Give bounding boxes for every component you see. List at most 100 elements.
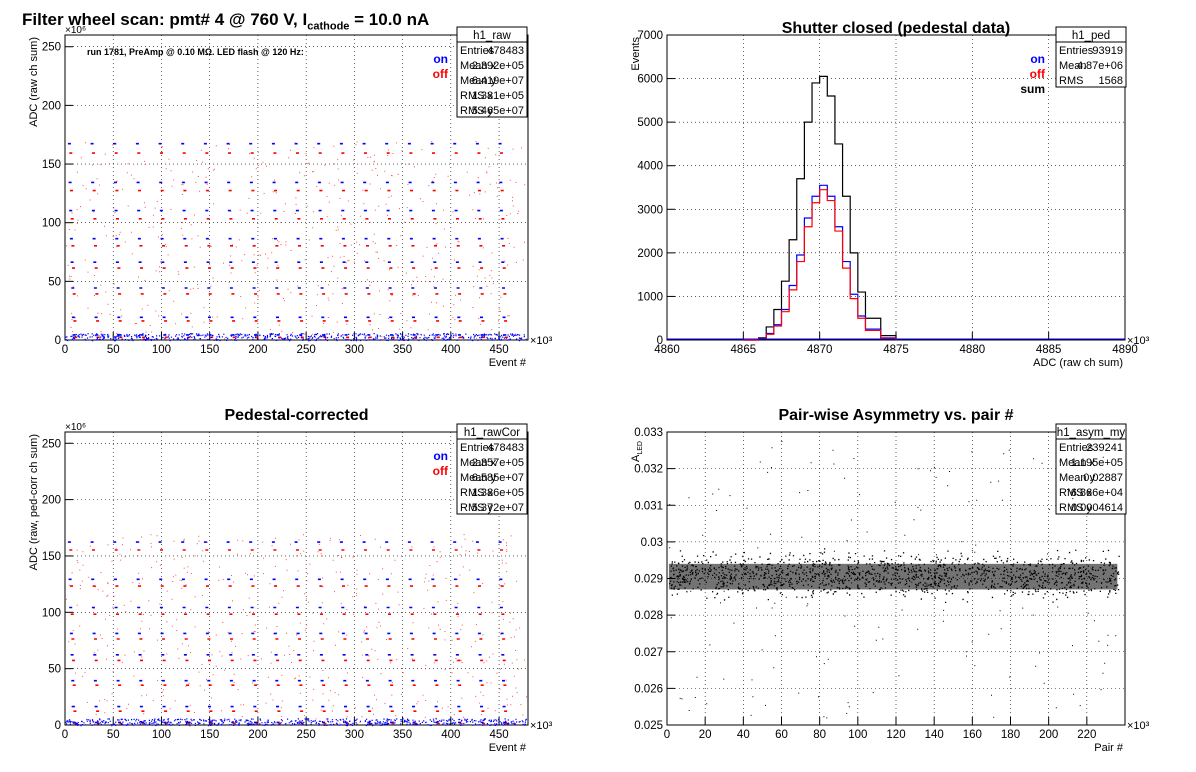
series-sum (743, 75, 897, 341)
x-tick-label: 100 (152, 344, 171, 356)
stats-label: RMS x (460, 487, 494, 499)
y-tick-label: 100 (42, 218, 61, 230)
stats-label: Mean y (460, 75, 497, 87)
x-tick-label: 150 (200, 729, 219, 741)
x-tick-label: 140 (925, 729, 944, 741)
x-exponent-label: ×10³ (1127, 335, 1150, 347)
y-tick-label: 1000 (637, 291, 663, 303)
y-tick-label: 0.032 (634, 464, 663, 476)
page-title-tail: = 10.0 nA (349, 10, 430, 29)
series-asym-band (668, 563, 1118, 590)
x-tick-label: 100 (152, 729, 171, 741)
page-title-main: Filter wheel scan: pmt# 4 @ 760 V, I (22, 10, 308, 29)
x-tick-label: 4865 (731, 344, 757, 356)
stats-value: 478483 (487, 45, 524, 57)
stats-value: 1.386e+05 (472, 487, 524, 499)
chart-asym: 0 20 40 60 80 100 120 140 160 180 200 220 0.025 0.026… (630, 407, 1150, 754)
chart-rawCor: 0 50 100 150 200 250 300 350 400 450 0 50 100 150 200 2… (28, 407, 553, 754)
stats-value: 6.585e+07 (472, 472, 524, 484)
stats-value: 5.372e+07 (472, 502, 524, 514)
stats-label: Entries (460, 45, 495, 57)
series-on (67, 142, 507, 336)
series-scatter-noise (65, 534, 528, 726)
y-tick-label: 0.025 (634, 720, 663, 732)
x-tick-label: 0 (62, 344, 68, 356)
y-tick-label: 0.027 (634, 647, 663, 659)
chart-raw: 0 50 100 150 200 250 300 350 400 450 0 50 100 150 200 2… (28, 25, 553, 369)
stats-value: 5.465e+07 (472, 105, 524, 117)
x-axis-label: ADC (raw ch sum) (1033, 357, 1123, 369)
stats-value: 4.87e+06 (1077, 60, 1123, 72)
x-tick-label: 80 (813, 729, 826, 741)
series-on (67, 541, 507, 724)
y-tick-label: 4000 (637, 161, 663, 173)
stats-label: RMS y (460, 502, 494, 514)
series-low-points (65, 333, 527, 342)
x-exponent-label: ×10³ (1127, 720, 1150, 732)
stats-label: Mean x (460, 457, 497, 469)
y-tick-label: 250 (42, 42, 61, 54)
x-tick-label: 50 (107, 729, 120, 741)
legend-on: on (433, 449, 448, 463)
x-tick-label: 4885 (1036, 344, 1062, 356)
stats-box-name: h1_rawCor (464, 427, 520, 439)
x-axis-label: Pair # (1094, 742, 1124, 754)
y-axis-label: Events (630, 37, 642, 71)
stats-label: RMS x (460, 90, 494, 102)
y-axis-label: ADC (raw ch sum) (28, 37, 40, 127)
x-axis-label: Event # (489, 357, 527, 369)
x-tick-label: 350 (393, 344, 412, 356)
legend-on: on (433, 52, 448, 66)
stats-label: Entries (460, 442, 495, 454)
stats-value: 1.195e+05 (1071, 457, 1123, 469)
x-tick-label: 450 (489, 729, 508, 741)
x-tick-label: 60 (775, 729, 788, 741)
legend-off: off (433, 67, 449, 81)
legend-sum: sum (1020, 82, 1045, 96)
x-tick-label: 4880 (960, 344, 986, 356)
x-tick-label: 4875 (883, 344, 909, 356)
series-off (743, 189, 897, 341)
x-tick-label: 180 (1001, 729, 1020, 741)
y-tick-label: 50 (48, 276, 61, 288)
y-tick-label: 3000 (637, 204, 663, 216)
y-tick-label: 150 (42, 551, 61, 563)
x-tick-label: 200 (248, 729, 267, 741)
stats-label: Mean x (460, 60, 497, 72)
y-tick-label: 7000 (637, 30, 663, 42)
stats-value: 2.392e+05 (472, 60, 524, 72)
y-exponent-label: ×10⁶ (65, 422, 86, 433)
x-tick-label: 300 (345, 344, 364, 356)
x-tick-label: 450 (489, 344, 508, 356)
y-tick-label: 5000 (637, 117, 663, 129)
x-tick-label: 200 (248, 344, 267, 356)
series-off (69, 549, 508, 725)
stats-value: 478483 (487, 442, 524, 454)
x-tick-label: 50 (107, 344, 120, 356)
y-tick-label: 6000 (637, 74, 663, 86)
y-tick-label: 0.031 (634, 500, 663, 512)
stats-label: Mean x (1059, 457, 1096, 469)
stats-value: 1.381e+05 (472, 90, 524, 102)
x-tick-label: 200 (1039, 729, 1058, 741)
stats-value: 93919 (1092, 45, 1123, 57)
x-tick-label: 120 (886, 729, 905, 741)
legend-off: off (1030, 67, 1046, 81)
page-title: Filter wheel scan: pmt# 4 @ 760 V, Icath… (22, 10, 429, 32)
stats-label: Mean (1059, 60, 1087, 72)
stats-value: 2.357e+05 (472, 457, 524, 469)
x-tick-label: 350 (393, 729, 412, 741)
x-tick-label: 250 (297, 344, 316, 356)
x-tick-label: 4870 (807, 344, 833, 356)
y-tick-label: 200 (42, 100, 61, 112)
stats-value: 6.866e+04 (1071, 487, 1123, 499)
chart-annotation: run 1781, PreAmp @ 0.10 MΩ. LED flash @ … (87, 47, 304, 57)
stats-value: 1568 (1099, 75, 1123, 87)
legend-off: off (433, 464, 449, 478)
y-axis-label: ADC (raw, ped-corr ch sum) (28, 434, 40, 570)
stats-label: Mean y (1059, 472, 1096, 484)
y-tick-label: 50 (48, 664, 61, 676)
y-axis-label: ALED (630, 441, 644, 462)
